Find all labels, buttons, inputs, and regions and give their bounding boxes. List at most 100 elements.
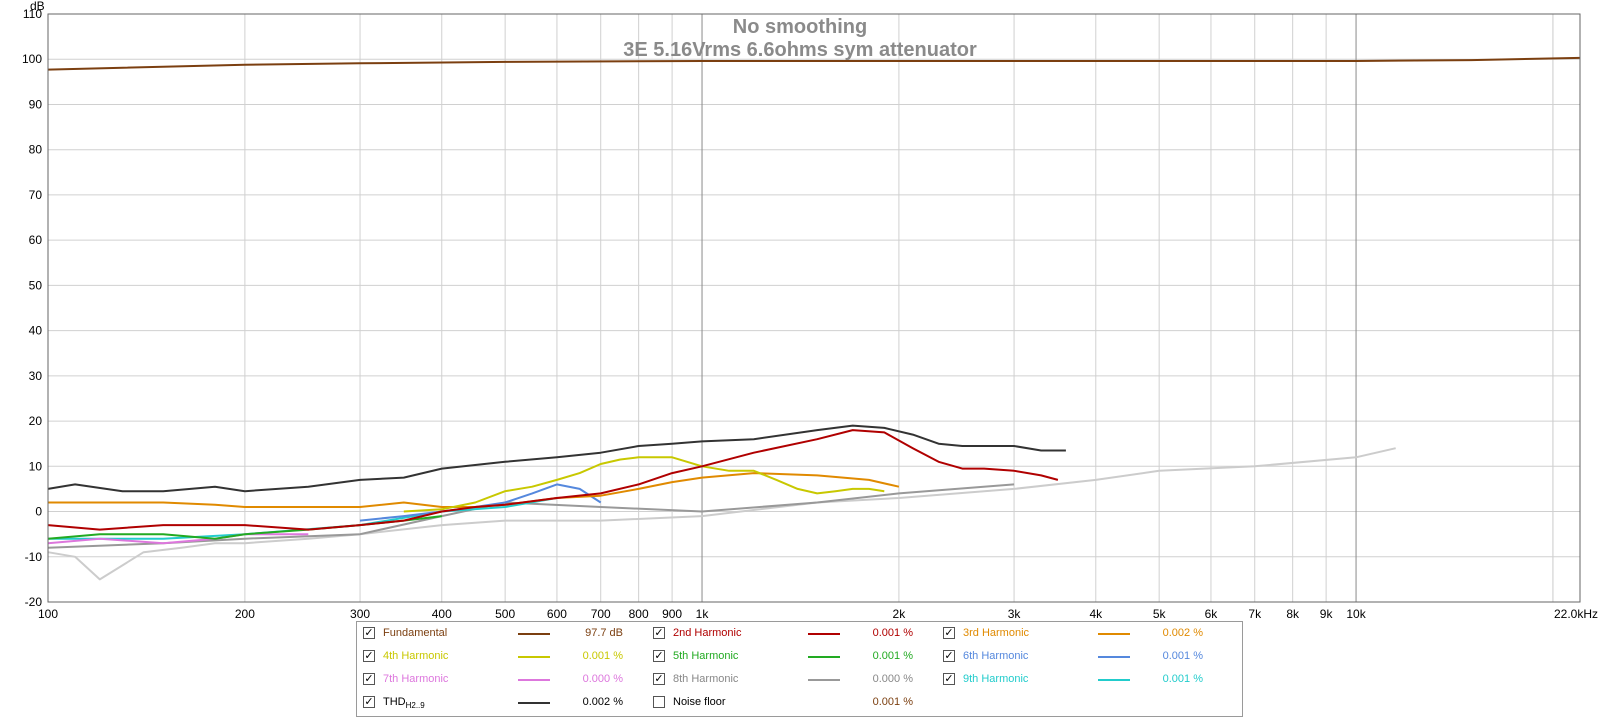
legend-item: ✓ THDH2..9 0.002 % [363, 693, 643, 713]
y-axis-label: dB [30, 0, 45, 13]
x-tick-label: 600 [547, 607, 567, 619]
legend-label: 4th Harmonic [383, 650, 448, 662]
legend-label-subscript: H2..9 [405, 701, 425, 711]
legend-checkbox[interactable]: ✓ [653, 650, 665, 662]
x-tick-label: 1k [696, 607, 710, 619]
legend-item: ✓ 5th Harmonic 0.001 % [653, 647, 933, 667]
y-tick-label: 100 [22, 52, 42, 66]
legend-checkbox[interactable]: ✓ [363, 627, 375, 639]
legend-label-text: 6th Harmonic [963, 650, 1029, 662]
series-lines [47, 56, 1581, 581]
legend-value: 0.002 % [1162, 627, 1203, 639]
legend-value: 0.001 % [872, 696, 913, 708]
legend-value: 0.000 % [872, 673, 913, 685]
x-tick-label: 100 [38, 607, 58, 619]
legend-swatch [808, 633, 840, 635]
legend-checkbox[interactable]: ✓ [363, 673, 375, 685]
x-tick-label: 7k [1248, 607, 1262, 619]
x-tick-label: 3k [1008, 607, 1022, 619]
legend-item: ✓ Fundamental 97.7 dB [363, 624, 643, 644]
legend-swatch [518, 656, 550, 658]
legend-item: ✓ 8th Harmonic 0.000 % [653, 670, 933, 690]
legend-panel: ✓ Fundamental 97.7 dB ✓ 2nd Harmonic 0.001 % ✓… [356, 621, 1243, 717]
legend-checkbox[interactable]: ✓ [653, 673, 665, 685]
series-line-4th-harmonic [403, 456, 885, 513]
legend-value: 0.001 % [872, 627, 913, 639]
legend-label: Fundamental [383, 627, 447, 639]
legend-item: ✓ 9th Harmonic 0.001 % [943, 670, 1223, 690]
legend-swatch [808, 656, 840, 658]
chart-area: -20 -10 0 10 20 30 40 50 60 70 80 90 100 110 100 200 30… [22, 0, 1598, 619]
x-tick-label: 6k [1205, 607, 1219, 619]
legend-label: 5th Harmonic [673, 650, 738, 662]
series-line-2nd-harmonic [47, 429, 1059, 531]
legend-checkbox[interactable]: ✓ [363, 650, 375, 662]
y-tick-label: 20 [29, 414, 43, 428]
legend-label-text: 4th Harmonic [383, 650, 449, 662]
legend-checkbox[interactable]: ✓ [363, 696, 375, 708]
legend-item: ✓ 2nd Harmonic 0.001 % [653, 624, 933, 644]
legend-item: ✓ 6th Harmonic 0.001 % [943, 647, 1223, 667]
legend-value: 0.001 % [582, 650, 623, 662]
legend-checkbox[interactable]: ✓ [653, 627, 665, 639]
x-tick-label: 2k [893, 607, 907, 619]
y-tick-label: 30 [29, 369, 43, 383]
series-line-thd-h2-9 [47, 424, 1066, 493]
y-axis-tick-labels: -20 -10 0 10 20 30 40 50 60 70 80 90 100 110 [22, 7, 42, 609]
legend-swatch [518, 679, 550, 681]
y-tick-label: 90 [29, 97, 43, 111]
legend-label-text: 2nd Harmonic [673, 627, 742, 639]
legend-value: 0.001 % [1162, 650, 1203, 662]
legend-label: 6th Harmonic [963, 650, 1028, 662]
legend-label: 3rd Harmonic [963, 627, 1029, 639]
legend-label-text: 8th Harmonic [673, 673, 739, 685]
y-tick-label: 0 [35, 505, 42, 519]
plot-frame [47, 13, 1581, 603]
legend-item: ✓ 7th Harmonic 0.000 % [363, 670, 643, 690]
x-tick-label: 200 [235, 607, 255, 619]
x-tick-label: 500 [495, 607, 515, 619]
grid-lines [47, 13, 1580, 603]
legend-swatch [1098, 656, 1130, 658]
legend-value: 97.7 dB [585, 627, 623, 639]
y-tick-label: 60 [29, 233, 43, 247]
legend-label-text: 3rd Harmonic [963, 627, 1030, 639]
legend-swatch [518, 633, 550, 635]
series-line-6th-harmonic [359, 483, 602, 522]
series-line-fundamental [47, 56, 1581, 71]
legend-label: Noise floor [673, 696, 726, 708]
y-tick-label: 10 [29, 459, 43, 473]
legend-checkbox[interactable]: ✓ [943, 650, 955, 662]
y-tick-label: -10 [25, 550, 43, 564]
x-tick-label: 22.0kHz [1554, 607, 1598, 619]
legend-checkbox[interactable]: ✓ [943, 673, 955, 685]
legend-label-text: 9th Harmonic [963, 673, 1029, 685]
legend-item: ✓ 4th Harmonic 0.001 % [363, 647, 643, 667]
legend-checkbox[interactable]: ✓ [943, 627, 955, 639]
x-tick-label: 10k [1346, 607, 1366, 619]
x-tick-label: 4k [1089, 607, 1103, 619]
legend-checkbox[interactable] [653, 696, 665, 708]
x-tick-label: 9k [1320, 607, 1334, 619]
y-tick-label: 40 [29, 324, 43, 338]
legend-label: THDH2..9 [383, 696, 425, 710]
legend-value: 0.002 % [582, 696, 623, 708]
legend-swatch [808, 679, 840, 681]
legend-label-text: 7th Harmonic [383, 673, 449, 685]
legend-label-text: Noise floor [673, 696, 726, 708]
x-axis-tick-labels: 100 200 300 400 500 600 700 800 900 1k 2k 3k 4k 5k 6k 7… [38, 607, 1598, 619]
chart-title: No smoothing [733, 16, 867, 38]
legend-label: 9th Harmonic [963, 673, 1028, 685]
legend-value: 0.001 % [1162, 673, 1203, 685]
y-tick-label: 110 [23, 7, 42, 21]
series-line-9th-harmonic [48, 497, 558, 540]
x-tick-label: 700 [591, 607, 611, 619]
legend-swatch [518, 702, 550, 704]
legend-value: 0.000 % [582, 673, 623, 685]
x-tick-label: 300 [350, 607, 370, 619]
x-tick-label: 800 [629, 607, 649, 619]
legend-label: 7th Harmonic [383, 673, 448, 685]
legend-label-text: Fundamental [383, 627, 448, 639]
series-line-noise-floor [47, 447, 1396, 581]
x-tick-label: 8k [1286, 607, 1300, 619]
